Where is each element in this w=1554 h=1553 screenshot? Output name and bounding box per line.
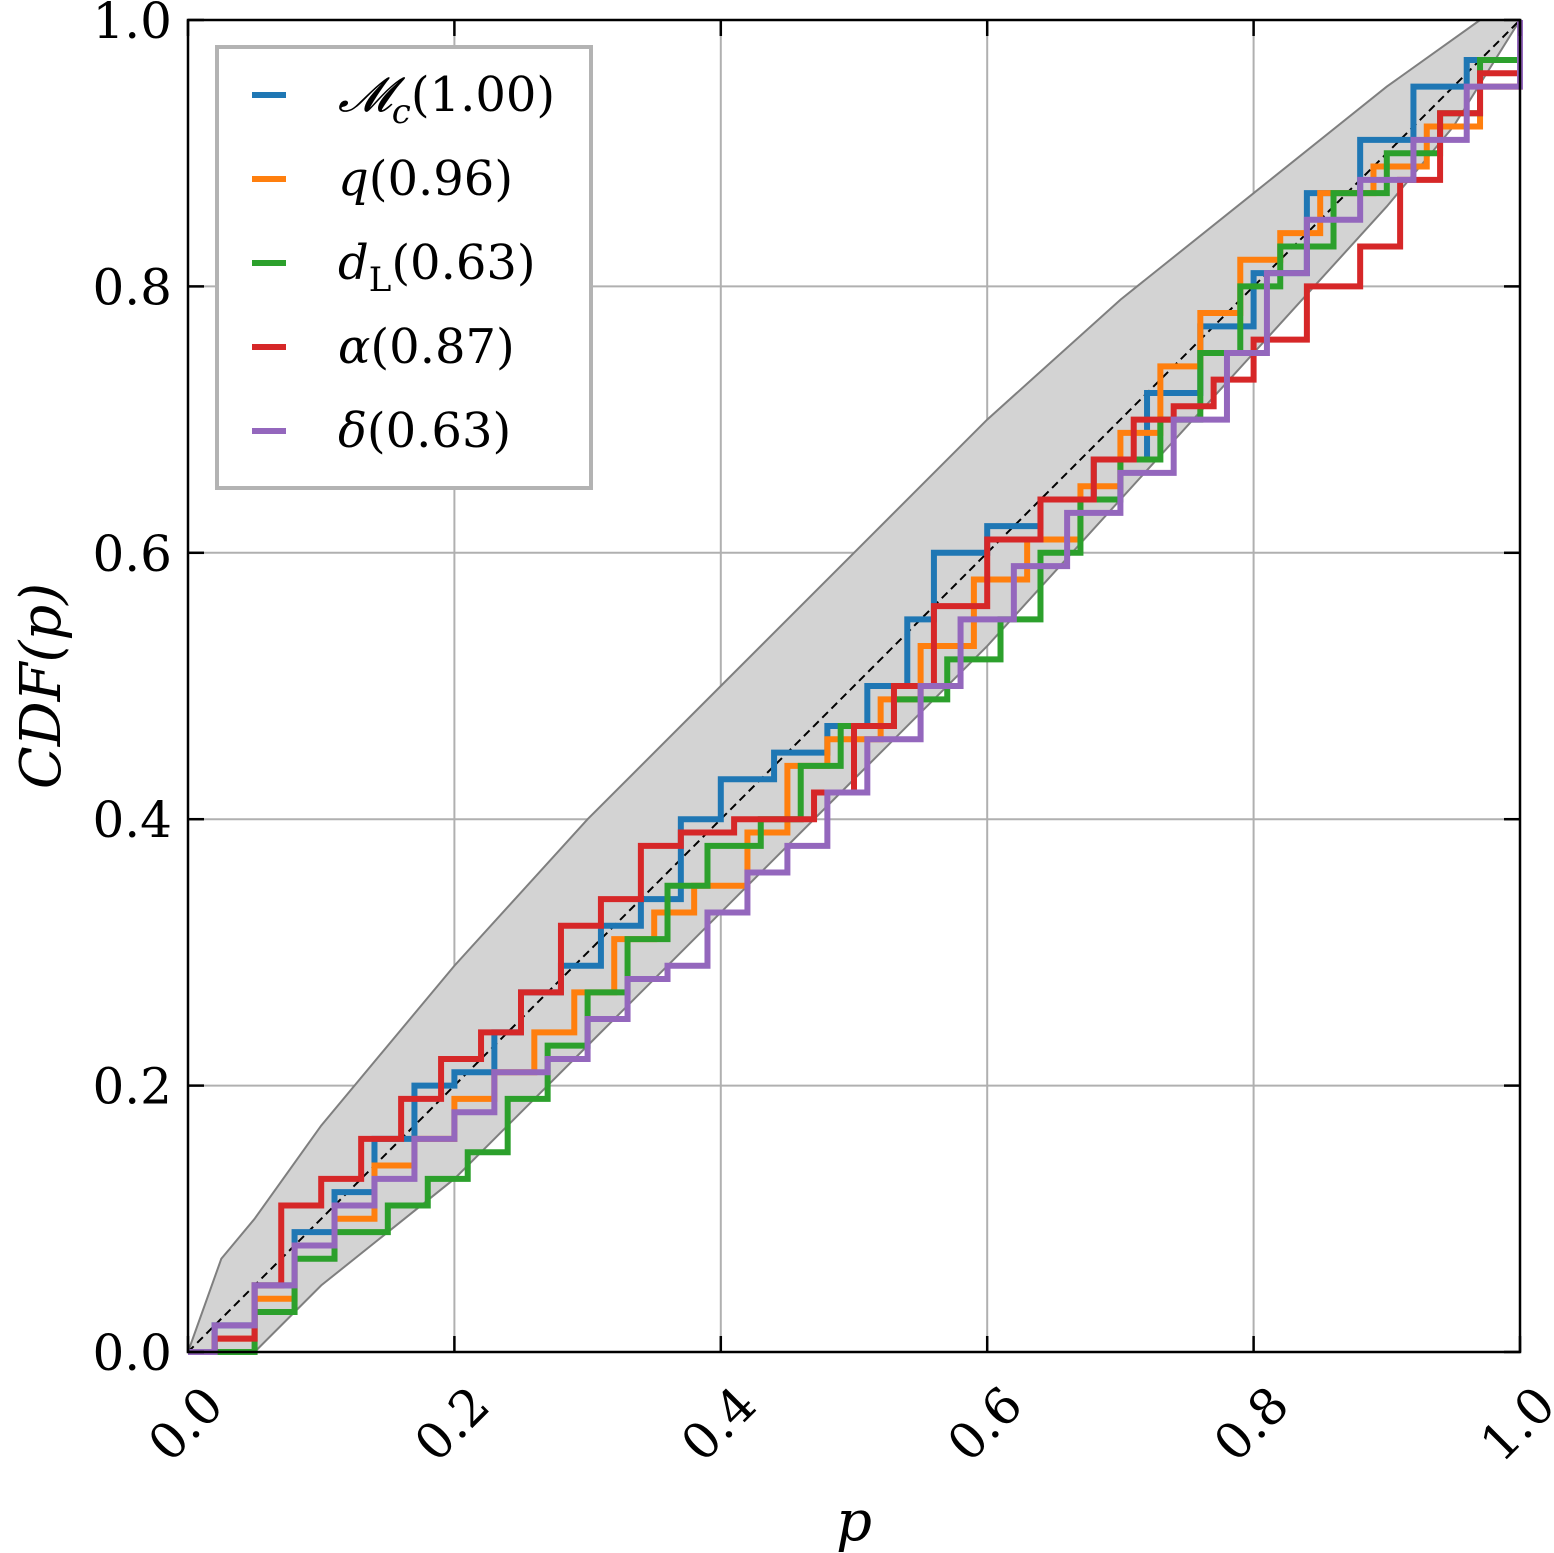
y-tick-label-3: 0.6	[92, 525, 172, 583]
legend-subscript-2: L	[369, 260, 392, 300]
legend-label-2: dL(0.63)	[338, 235, 536, 300]
diagonal-reference-line	[187, 19, 1521, 1353]
legend: 𝓜c(1.00)q(0.96)dL(0.63)α(0.87)δ(0.63)	[215, 45, 593, 490]
legend-symbol-2: d	[338, 235, 369, 291]
y-tick-label-5: 1.0	[92, 0, 172, 50]
x-axis-label: p	[836, 1489, 872, 1553]
legend-label-4: δ(0.63)	[338, 403, 511, 459]
legend-box	[215, 45, 593, 490]
legend-subscript-0: c	[392, 92, 411, 132]
legend-value-1: (0.96)	[369, 151, 513, 207]
legend-value-4: (0.63)	[367, 403, 511, 459]
legend-symbol-3: α	[338, 319, 370, 375]
legend-symbol-4: δ	[338, 403, 367, 459]
x-tick-label-5: 1.0	[1469, 1375, 1554, 1472]
x-tick-label-0: 0.0	[137, 1375, 234, 1472]
legend-label-3: α(0.87)	[338, 319, 515, 375]
x-tick-label-4: 0.8	[1203, 1375, 1300, 1472]
series-layer	[188, 20, 1523, 1355]
legend-value-0: (1.00)	[411, 67, 555, 123]
x-tick-label-2: 0.4	[670, 1375, 767, 1472]
legend-value-3: (0.87)	[370, 319, 514, 375]
legend-value-2: (0.63)	[391, 235, 535, 291]
y-tick-label-0: 0.0	[92, 1324, 172, 1382]
y-tick-label-2: 0.4	[92, 791, 172, 849]
legend-label-1: q(0.96)	[338, 151, 513, 207]
legend-symbol-1: q	[338, 151, 369, 207]
series-line-2	[188, 20, 1523, 1355]
y-axis-label: CDF(p)	[9, 583, 74, 789]
plot-frame	[186, 18, 1522, 1354]
x-tick-label-1: 0.2	[404, 1375, 501, 1472]
y-tick-label-4: 0.8	[92, 258, 172, 316]
y-tick-label-1: 0.2	[92, 1058, 172, 1116]
series-line-4	[188, 20, 1523, 1355]
x-tick-label-3: 0.6	[936, 1375, 1033, 1472]
legend-label-0: 𝓜c(1.00)	[338, 67, 555, 132]
